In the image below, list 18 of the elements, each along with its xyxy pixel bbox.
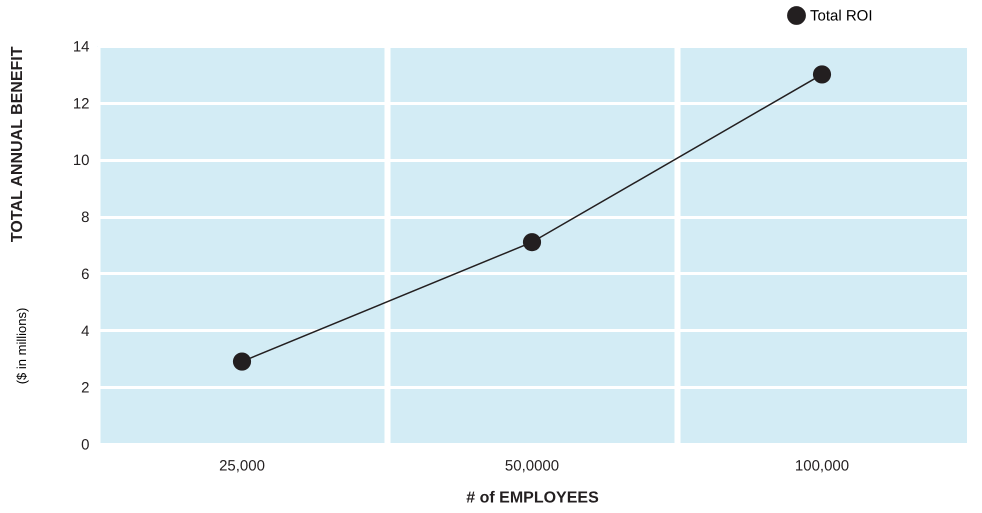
point [522,233,542,252]
legend-label: Total ROI [810,8,873,24]
y-tick-label: 6 [81,266,90,283]
y-tick-label: 10 [72,152,90,170]
y-tick-label: 0 [81,436,90,454]
point [812,65,832,84]
text: ($ in millions) [14,308,29,384]
y-tick-label: 12 [72,95,90,112]
point [232,352,252,371]
y-tick-label: 2 [81,380,90,397]
x-tick-label: 25,000 [219,458,265,474]
y-axis-title: TOTAL ANNUAL BENEFIT [8,46,26,242]
y-tick-label: 14 [72,38,90,56]
y-tick-label: 8 [81,209,90,226]
y-tick-label: 4 [81,322,90,340]
x-tick-label: 100,000 [794,458,850,474]
x-tick-label: 50,0000 [504,458,560,474]
x-axis-title: # of EMPLOYEES [466,490,600,506]
